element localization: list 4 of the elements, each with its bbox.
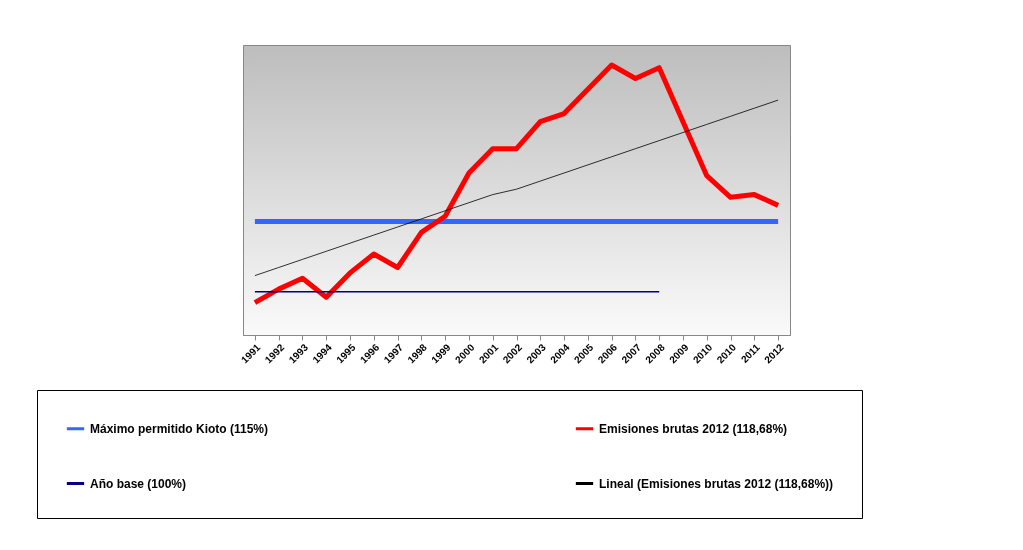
legend-label: Lineal (Emisiones brutas 2012 (118,68%)) bbox=[599, 476, 834, 491]
legend-label: Máximo permitido Kioto (115%) bbox=[90, 421, 269, 436]
legend-label: Año base (100%) bbox=[90, 476, 187, 491]
legend-label: Emisiones brutas 2012 (118,68%) bbox=[599, 421, 788, 436]
